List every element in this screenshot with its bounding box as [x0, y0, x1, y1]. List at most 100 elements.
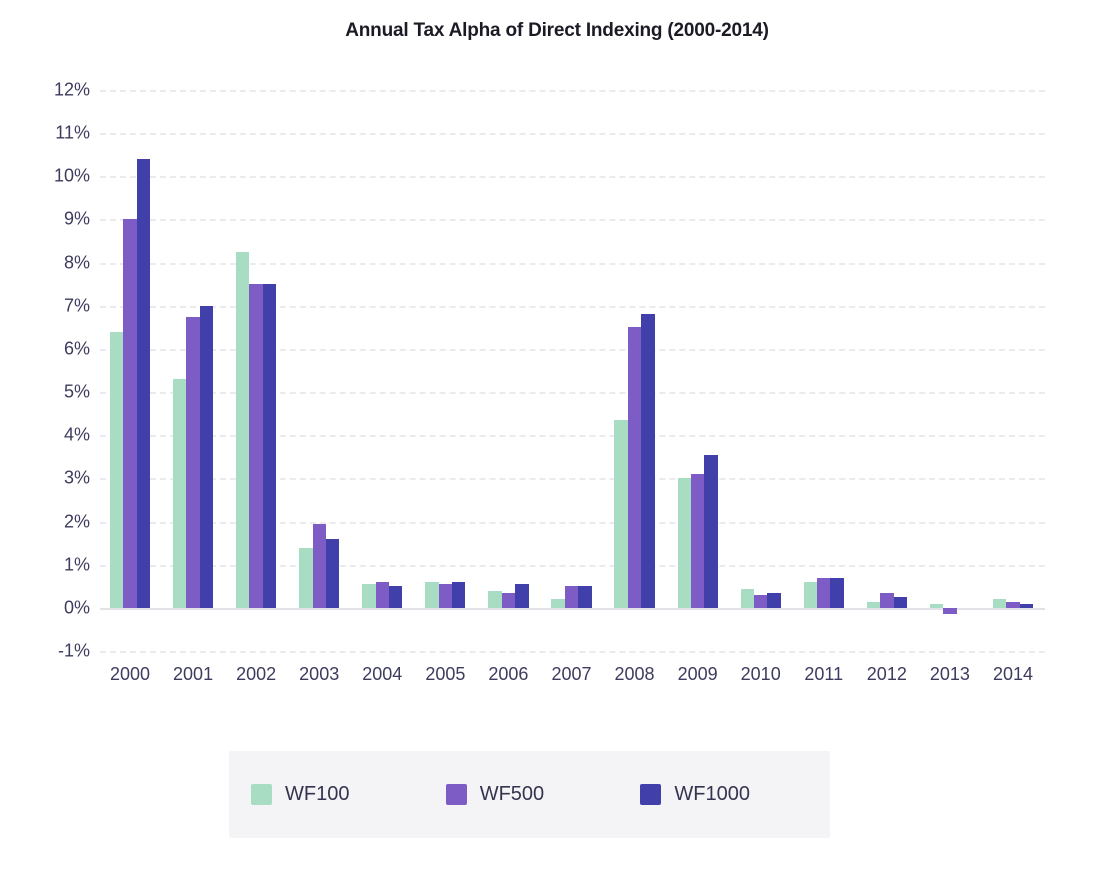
y-tick-label-1pct: 1% [63, 554, 90, 575]
bar-wf100-2006 [488, 590, 502, 608]
gridline-5pct [100, 392, 1045, 395]
bar-wf500-2003 [312, 523, 326, 608]
x-tick-label-2006: 2006 [488, 664, 529, 684]
y-tick-label-0pct: 0% [63, 597, 90, 618]
bar-wf100-2013 [929, 603, 944, 608]
bar-wf100-2008 [614, 420, 628, 608]
legend: WF100 WF500 WF1000 [229, 751, 830, 838]
bar-wf1000-2009 [704, 454, 718, 608]
y-tick-label-8pct: 8% [63, 252, 90, 273]
y-tick-label-7pct: 7% [63, 295, 90, 316]
y-tick-label-5pct: 5% [63, 381, 90, 402]
bar-wf1000-2001 [199, 305, 214, 608]
bar-wf100-2001 [172, 379, 187, 608]
x-tick-label-2010: 2010 [740, 664, 781, 684]
x-tick-label-2012: 2012 [866, 664, 907, 684]
bar-wf500-2009 [690, 474, 705, 608]
bar-wf500-2002 [249, 284, 263, 608]
bar-wf100-2010 [740, 588, 754, 608]
x-tick-label-2003: 2003 [299, 664, 340, 684]
bar-wf100-2011 [803, 582, 818, 608]
y-tick-label--1pct: -1% [57, 640, 90, 661]
y-tick-label-4pct: 4% [63, 424, 90, 445]
bar-wf1000-2014 [1019, 603, 1034, 608]
bar-wf100-2009 [677, 478, 691, 608]
x-tick-label-2009: 2009 [677, 664, 718, 684]
gridline-7pct [100, 305, 1045, 308]
gridline-6pct [100, 348, 1045, 351]
bar-wf1000-2005 [452, 582, 466, 608]
bar-wf1000-2006 [515, 584, 529, 608]
bar-wf500-2007 [564, 586, 579, 608]
chart-title: Annual Tax Alpha of Direct Indexing (200… [345, 20, 769, 41]
x-axis-line [100, 608, 1045, 610]
bar-wf1000-2000 [136, 159, 151, 608]
gridline-2pct [100, 521, 1045, 524]
bar-wf1000-2007 [578, 586, 592, 608]
x-tick-label-2014: 2014 [992, 664, 1033, 684]
legend-item-wf500: WF500 [445, 783, 545, 806]
bar-wf500-2014 [1006, 601, 1020, 608]
x-tick-label-2002: 2002 [236, 664, 277, 684]
bar-wf1000-2003 [325, 538, 340, 608]
legend-item-wf1000: WF1000 [640, 783, 750, 806]
bar-wf1000-2010 [767, 592, 781, 608]
gridline-1pct [100, 564, 1045, 567]
x-tick-label-2011: 2011 [804, 664, 844, 684]
legend-item-wf100: WF100 [251, 783, 349, 806]
y-tick-label-2pct: 2% [63, 511, 90, 532]
bar-wf100-2002 [236, 251, 250, 608]
gridline-4pct [100, 435, 1045, 438]
legend-label-wf500: WF500 [479, 783, 545, 805]
bar-wf500-2001 [186, 316, 200, 608]
bar-wf1000-2004 [388, 586, 403, 608]
x-tick-label-2004: 2004 [362, 664, 403, 684]
bar-wf500-2008 [627, 327, 642, 608]
x-tick-label-2013: 2013 [929, 664, 970, 684]
bar-wf500-2013 [943, 608, 957, 615]
bar-wf500-2004 [375, 582, 389, 608]
bar-wf100-2005 [425, 582, 439, 608]
bar-wf1000-2008 [641, 314, 655, 608]
bar-wf500-2006 [501, 592, 516, 608]
bar-wf500-2005 [438, 584, 453, 608]
y-tick-label-12pct: 12% [53, 79, 90, 100]
bar-wf100-2003 [299, 547, 313, 608]
bar-wf1000-2002 [262, 284, 277, 608]
x-tick-label-2001: 2001 [173, 664, 214, 684]
x-tick-label-2008: 2008 [614, 664, 655, 684]
bar-wf500-2011 [817, 577, 831, 608]
gridline-8pct [100, 262, 1045, 265]
gridline--1pct [100, 651, 1045, 654]
gridline-11pct [100, 133, 1045, 136]
gridline-3pct [100, 478, 1045, 481]
bar-wf500-2010 [754, 595, 768, 608]
gridline-9pct [100, 219, 1045, 222]
bar-wf500-2012 [880, 592, 894, 608]
gridline-10pct [100, 176, 1045, 179]
bar-wf1000-2011 [830, 577, 844, 608]
x-tick-label-2007: 2007 [551, 664, 592, 684]
legend-label-wf1000: WF1000 [674, 783, 750, 805]
bar-wf500-2000 [123, 219, 137, 608]
legend-swatch-wf500 [445, 784, 467, 805]
legend-swatch-wf100 [251, 784, 272, 805]
y-tick-label-11pct: 11% [55, 122, 90, 143]
x-tick-label-2005: 2005 [425, 664, 466, 684]
y-tick-label-9pct: 9% [63, 208, 90, 229]
x-tick-label-2000: 2000 [109, 664, 151, 684]
legend-label-wf100: WF100 [285, 783, 350, 805]
legend-swatch-wf1000 [640, 784, 662, 805]
y-tick-label-3pct: 3% [63, 467, 90, 488]
bar-wf100-2000 [109, 331, 124, 608]
y-tick-label-6pct: 6% [63, 338, 90, 359]
bar-wf100-2012 [866, 601, 881, 608]
bar-wf100-2004 [362, 584, 376, 608]
bar-wf100-2014 [992, 599, 1007, 608]
bar-wf100-2007 [551, 599, 565, 608]
y-tick-label-10pct: 10% [53, 165, 90, 186]
bar-wf1000-2012 [893, 597, 907, 608]
gridline-12pct [100, 89, 1045, 92]
